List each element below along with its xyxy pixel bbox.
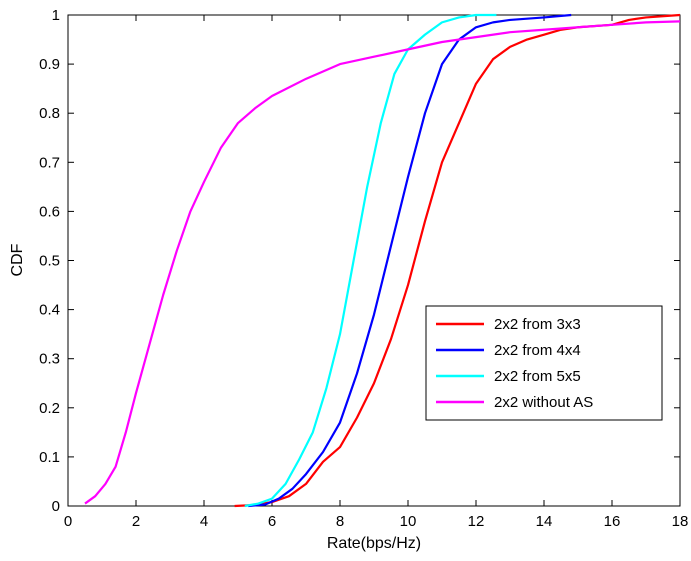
x-tick-label: 4	[200, 513, 208, 530]
series-line-4	[84, 20, 681, 505]
x-tick-label: 8	[336, 513, 344, 530]
series-line-3	[244, 13, 497, 508]
series-lines	[84, 13, 681, 508]
y-tick-label: 0.4	[39, 302, 60, 319]
x-tick-label: 12	[468, 513, 485, 530]
y-tick-label: 0.2	[39, 400, 60, 417]
y-tick-label: 1	[52, 7, 60, 24]
axis-ticks	[67, 14, 681, 507]
tick-labels: 0 2 4 6 8 10 12 14 16 18 0 0.1 0.2 0.3 0.4 0.5 0.6 0.7 0.8…	[39, 7, 688, 530]
x-tick-label: 6	[268, 513, 276, 530]
x-tick-label: 14	[536, 513, 553, 530]
legend: 2x2 from 3x3 2x2 from 4x4 2x2 from 5x5 2x2 …	[425, 305, 663, 421]
y-tick-label: 0.8	[39, 105, 60, 122]
x-tick-label: 2	[132, 513, 140, 530]
y-tick-label: 0	[52, 498, 60, 515]
x-tick-label: 18	[672, 513, 689, 530]
x-tick-label: 16	[604, 513, 621, 530]
x-tick-label: 0	[64, 513, 72, 530]
y-axis-label: CDF	[9, 243, 26, 276]
series-line-2	[248, 13, 572, 508]
y-tick-label: 0.6	[39, 203, 60, 220]
y-tick-label: 0.5	[39, 253, 60, 270]
y-tick-label: 0.3	[39, 351, 60, 368]
y-tick-label: 0.7	[39, 154, 60, 171]
y-tick-label: 0.9	[39, 56, 60, 73]
x-tick-label: 10	[400, 513, 417, 530]
legend-label-4: 2x2 without AS	[494, 394, 593, 411]
legend-label-2: 2x2 from 4x4	[494, 342, 581, 359]
legend-label-1: 2x2 from 3x3	[494, 316, 581, 333]
x-axis-label: Rate(bps/Hz)	[327, 535, 421, 552]
legend-label-3: 2x2 from 5x5	[494, 368, 581, 385]
y-tick-label: 0.1	[39, 449, 60, 466]
plot-area	[67, 14, 681, 507]
